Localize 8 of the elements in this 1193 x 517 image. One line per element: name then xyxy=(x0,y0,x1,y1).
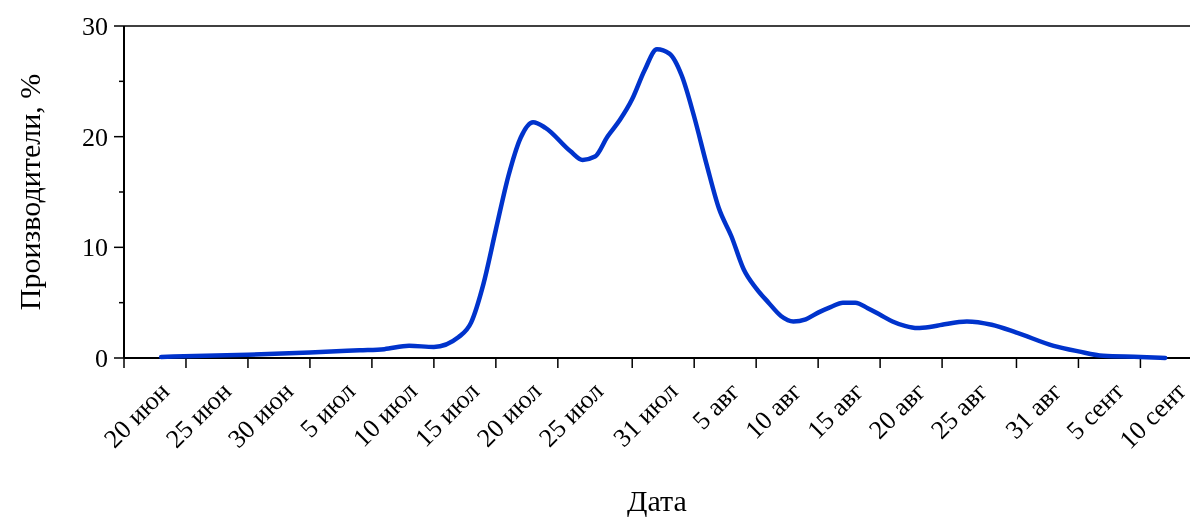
y-axis-title: Производители, % xyxy=(13,73,46,311)
y-tick-label: 0 xyxy=(95,344,108,374)
y-tick-label: 10 xyxy=(82,233,108,263)
x-tick-label: 31 июл xyxy=(607,376,684,453)
line-series xyxy=(158,46,1168,361)
y-tick-label: 20 xyxy=(82,122,108,152)
y-tick-label: 30 xyxy=(82,12,108,42)
x-axis-title: Дата xyxy=(627,484,687,517)
